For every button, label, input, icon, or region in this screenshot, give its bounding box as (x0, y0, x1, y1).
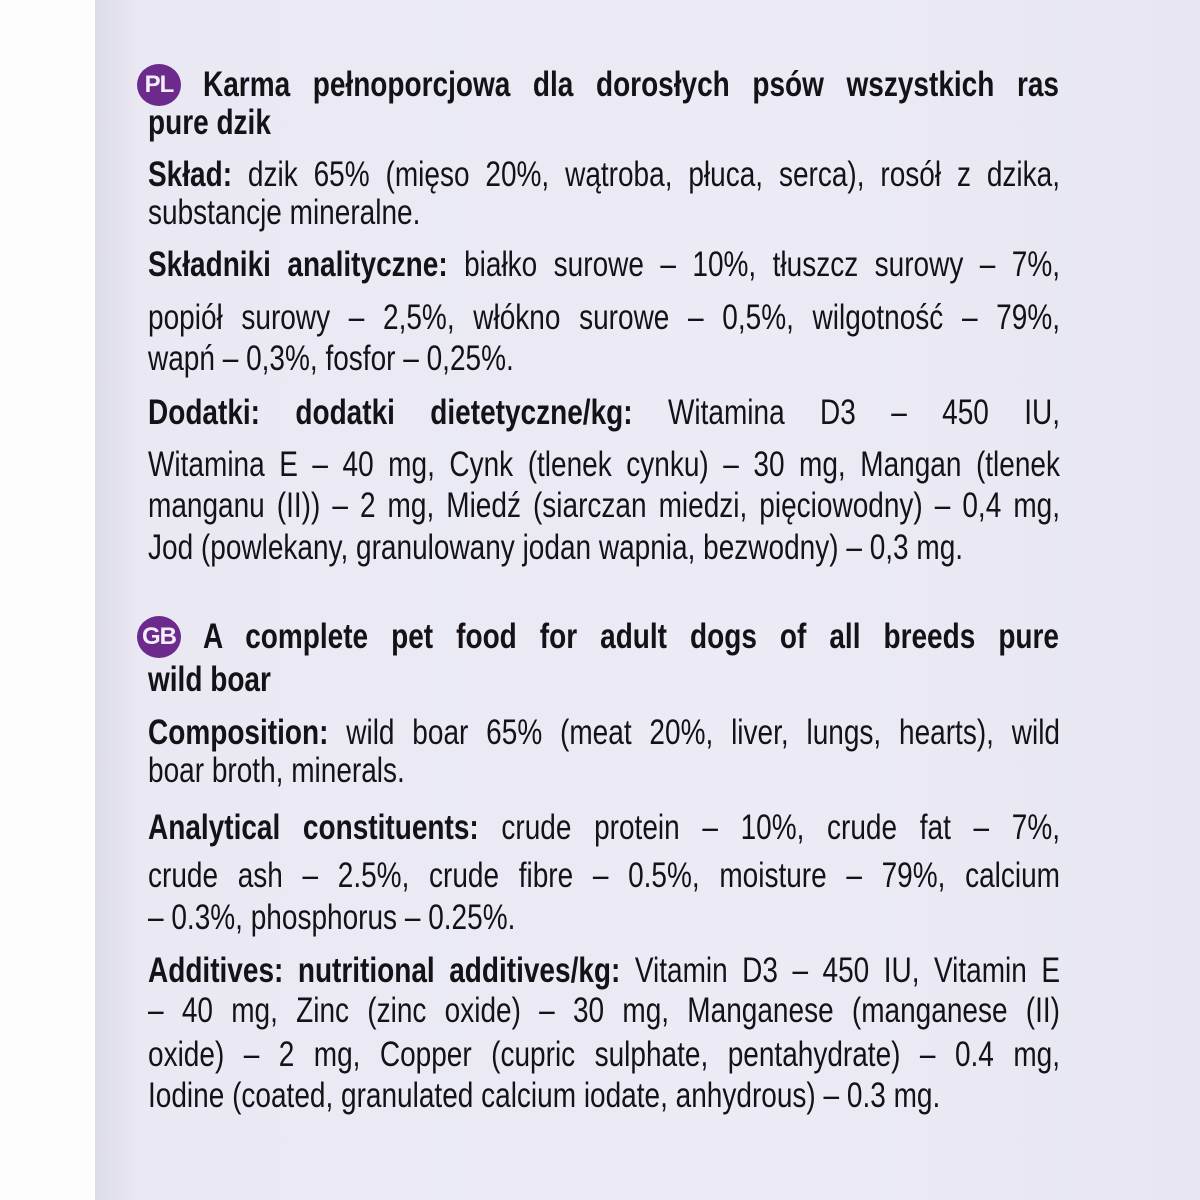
text-segment: Iodine (coated, granulated calcium iodat… (148, 1076, 941, 1115)
text-segment: crude protein – 10%, crude fat – 7%, (501, 808, 1060, 847)
text-segment: wild boar 65% (meat 20%, liver, lungs, h… (346, 713, 1060, 752)
bold-label: A complete pet food for adult dogs of al… (203, 617, 1059, 656)
text-segment: – 0.3%, phosphorus – 0.25%. (148, 898, 516, 937)
bold-label: pure dzik (148, 103, 271, 142)
text-segment: popiół surowy – 2,5%, włókno surowe – 0,… (148, 298, 1060, 337)
text-segment: Witamina E – 40 mg, Cynk (tlenek cynku) … (148, 445, 1060, 484)
text-line: Dodatki: dodatki dietetyczne/kg: Witamin… (148, 392, 1060, 434)
text-line: – 40 mg, Zinc (zinc oxide) – 30 mg, Mang… (148, 990, 1060, 1032)
text-segment: manganu (II)) – 2 mg, Miedź (siarczan mi… (148, 486, 1060, 525)
text-segment: Jod (powlekany, granulowany jodan wapnia… (148, 528, 964, 567)
language-badge-pl: PL (137, 64, 181, 106)
bold-label: Karma pełnoporcjowa dla dorosłych psów w… (203, 65, 1059, 104)
text-line: Additives: nutritional additives/kg: Vit… (148, 950, 1060, 992)
text-line: Skład: dzik 65% (mięso 20%, wątroba, płu… (148, 154, 1060, 196)
text-line: Analytical constituents: crude protein –… (148, 807, 1060, 849)
text-segment: wapń – 0,3%, fosfor – 0,25%. (148, 339, 514, 378)
text-line: wild boar (148, 659, 1060, 701)
text-line: substancje mineralne. (148, 192, 1060, 234)
text-line: boar broth, minerals. (148, 750, 1060, 792)
text-line: Jod (powlekany, granulowany jodan wapnia… (148, 527, 1060, 569)
bold-label: Dodatki: dodatki dietetyczne/kg: (148, 393, 668, 432)
text-line: pure dzik (148, 102, 1060, 144)
text-line: oxide) – 2 mg, Copper (cupric sulphate, … (148, 1034, 1060, 1076)
bold-label: Skład: (148, 155, 248, 194)
text-line: wapń – 0,3%, fosfor – 0,25%. (148, 338, 1060, 380)
text-line: manganu (II)) – 2 mg, Miedź (siarczan mi… (148, 485, 1060, 527)
text-segment: – 40 mg, Zinc (zinc oxide) – 30 mg, Mang… (148, 991, 1060, 1030)
text-segment: dzik 65% (mięso 20%, wątroba, płuca, ser… (247, 155, 1061, 194)
text-line: Składniki analityczne: białko surowe – 1… (148, 244, 1060, 286)
text-segment: Witamina D3 – 450 IU, (667, 393, 1061, 432)
bold-label: Composition: (148, 713, 347, 752)
text-segment: białko surowe – 10%, tłuszcz surowy – 7%… (464, 245, 1061, 284)
section-heading: A complete pet food for adult dogs of al… (203, 616, 1059, 658)
bold-label: wild boar (148, 660, 271, 699)
text-line: Composition: wild boar 65% (meat 20%, li… (148, 712, 1060, 754)
text-line: Iodine (coated, granulated calcium iodat… (148, 1075, 1060, 1117)
text-line: crude ash – 2.5%, crude fibre – 0.5%, mo… (148, 855, 1060, 897)
text-segment: crude ash – 2.5%, crude fibre – 0.5%, mo… (148, 856, 1060, 895)
text-segment: oxide) – 2 mg, Copper (cupric sulphate, … (148, 1035, 1060, 1074)
section-heading: Karma pełnoporcjowa dla dorosłych psów w… (203, 64, 1059, 106)
bold-label: Analytical constituents: (148, 808, 502, 847)
text-segment: boar broth, minerals. (148, 751, 405, 790)
text-line: popiół surowy – 2,5%, włókno surowe – 0,… (148, 297, 1060, 339)
text-line: – 0.3%, phosphorus – 0.25%. (148, 897, 1060, 939)
bold-label: Additives: nutritional additives/kg: (148, 951, 635, 990)
bold-label: Składniki analityczne: (148, 245, 465, 284)
product-label (95, 0, 1200, 1200)
text-segment: substancje mineralne. (148, 193, 421, 232)
text-line: Witamina E – 40 mg, Cynk (tlenek cynku) … (148, 444, 1060, 486)
text-segment: Vitamin D3 – 450 IU, Vitamin E (634, 951, 1060, 990)
language-badge-gb: GB (137, 616, 181, 658)
